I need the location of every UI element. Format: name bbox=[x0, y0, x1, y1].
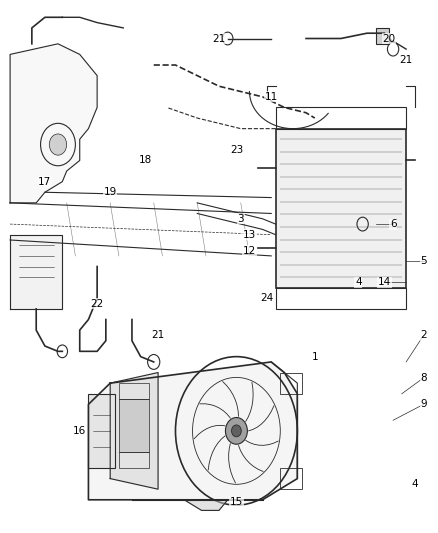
Text: 1: 1 bbox=[311, 352, 318, 361]
Text: 19: 19 bbox=[103, 187, 117, 197]
Polygon shape bbox=[10, 44, 97, 203]
Circle shape bbox=[226, 417, 247, 444]
Text: 23: 23 bbox=[230, 145, 243, 155]
Text: 20: 20 bbox=[382, 34, 396, 44]
Bar bbox=[276, 108, 406, 128]
Text: 24: 24 bbox=[260, 293, 273, 303]
Bar bbox=[119, 452, 149, 468]
Text: 3: 3 bbox=[237, 214, 244, 224]
Bar bbox=[376, 28, 389, 44]
Text: 18: 18 bbox=[138, 156, 152, 165]
Polygon shape bbox=[88, 362, 297, 500]
Polygon shape bbox=[110, 373, 158, 489]
Bar bbox=[276, 288, 406, 309]
Bar bbox=[88, 394, 115, 468]
Text: 2: 2 bbox=[420, 330, 427, 341]
Text: 12: 12 bbox=[243, 246, 256, 256]
Text: 21: 21 bbox=[399, 55, 413, 64]
Text: 6: 6 bbox=[390, 219, 396, 229]
Text: 16: 16 bbox=[73, 426, 86, 436]
Bar bbox=[119, 383, 149, 399]
Text: 13: 13 bbox=[243, 230, 256, 240]
Polygon shape bbox=[184, 500, 228, 511]
Polygon shape bbox=[10, 235, 62, 309]
Text: 21: 21 bbox=[212, 34, 226, 44]
Bar bbox=[280, 373, 302, 394]
Text: 22: 22 bbox=[91, 298, 104, 309]
Circle shape bbox=[49, 134, 67, 155]
Circle shape bbox=[232, 425, 241, 437]
Text: 11: 11 bbox=[265, 92, 278, 102]
Text: 21: 21 bbox=[152, 330, 165, 341]
Text: 5: 5 bbox=[420, 256, 427, 266]
Text: 14: 14 bbox=[378, 277, 391, 287]
Bar bbox=[280, 468, 302, 489]
Text: 17: 17 bbox=[38, 176, 52, 187]
Text: 8: 8 bbox=[420, 373, 427, 383]
Text: 4: 4 bbox=[412, 479, 418, 489]
Bar bbox=[276, 128, 406, 288]
Text: 15: 15 bbox=[230, 497, 243, 507]
Bar bbox=[119, 399, 149, 452]
Text: 4: 4 bbox=[355, 277, 362, 287]
Text: 9: 9 bbox=[420, 399, 427, 409]
